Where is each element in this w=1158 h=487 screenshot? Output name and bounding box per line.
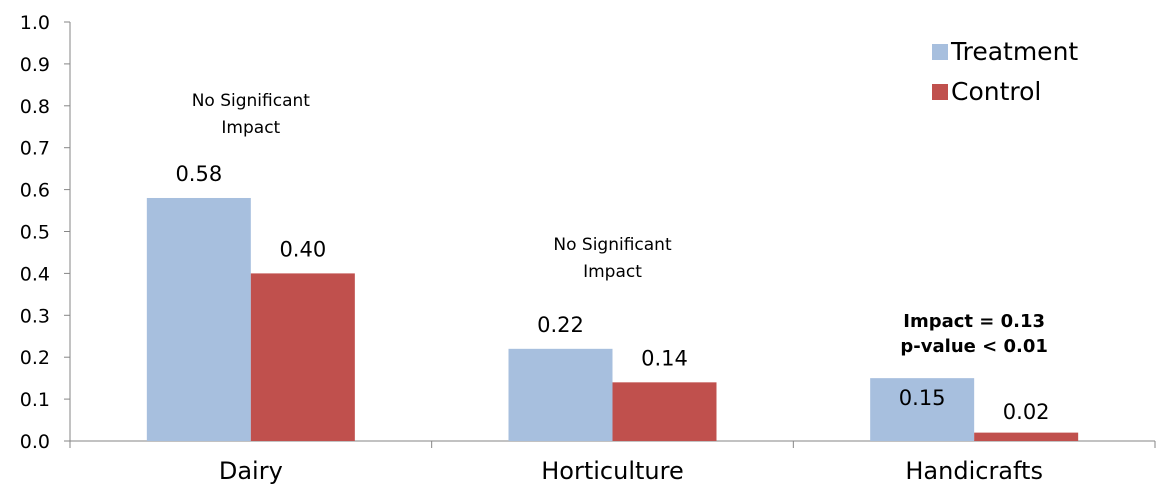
x-tick-label-horticulture: Horticulture [541,457,683,485]
data-label-treatment-horticulture: 0.22 [537,313,584,337]
legend-swatch-control [932,84,948,100]
y-tick-label: 0.8 [20,96,50,118]
legend-label-control: Control [951,77,1041,106]
bar-control-horticulture [612,382,717,441]
annotation-horticulture-line-2: Impact [583,262,642,282]
x-tick-label-handicrafts: Handicrafts [905,457,1043,485]
labels: 0.58 0.40 Dairy 0.22 0.14 Horticulture 0.15 0.0… [175,91,1049,485]
data-label-control-dairy: 0.40 [279,237,326,261]
annotation-horticulture-line-1: No Significant [553,235,672,255]
data-label-treatment-dairy: 0.58 [175,162,222,186]
annotation-handicrafts-line-1: Impact = 0.13 [903,311,1045,332]
annotation-handicrafts-line-2: p-value < 0.01 [900,336,1047,357]
data-label-control-horticulture: 0.14 [641,346,688,370]
y-tick-label: 0.5 [20,222,50,244]
y-tick-label: 0.2 [20,347,50,369]
y-tick-label: 0.7 [20,138,50,160]
data-label-control-handicrafts: 0.02 [1003,400,1050,424]
axes: 0.0 0.1 0.2 0.3 0.4 0.5 0.6 0.7 0.8 0.9 1.0 [20,12,1156,453]
legend: Treatment Control [932,37,1078,106]
legend-label-treatment: Treatment [950,37,1078,66]
y-tick-label: 0.9 [20,54,50,76]
bar-treatment-dairy [146,197,251,441]
bars [146,197,1079,441]
annotation-dairy-line-1: No Significant [192,91,311,111]
annotation-dairy-line-2: Impact [221,118,280,138]
bar-treatment-horticulture [508,348,613,441]
y-tick-label: 0.0 [20,431,50,453]
bar-control-dairy [250,273,355,441]
bar-treatment-handicrafts [870,378,975,441]
y-tick-label: 0.3 [20,305,50,327]
legend-swatch-treatment [932,44,948,60]
x-tick-label-dairy: Dairy [219,457,283,485]
y-tick-label: 0.6 [20,180,50,202]
y-tick-label: 1.0 [20,12,50,34]
data-label-treatment-handicrafts: 0.15 [899,386,946,410]
bar-control-handicrafts [974,432,1079,441]
y-tick-label: 0.1 [20,389,50,411]
y-tick-label: 0.4 [20,263,50,285]
